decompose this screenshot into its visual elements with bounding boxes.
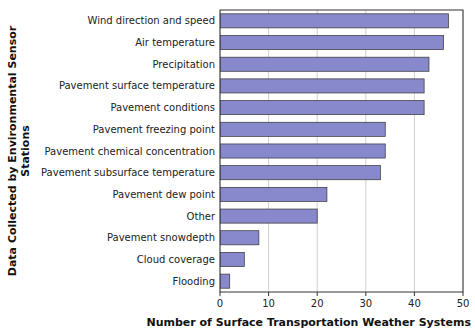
y-tick-label: Wind direction and speed xyxy=(87,15,215,26)
bar xyxy=(220,187,327,201)
y-axis-label: Data Collected by Environmental SensorSt… xyxy=(6,25,32,276)
x-tick-label: 20 xyxy=(311,298,324,309)
grid-line xyxy=(414,10,415,292)
x-tick-label: 10 xyxy=(262,298,275,309)
chart-container: 0 10 20 30 40 50 Flooding Cloud coverage Pavemen… xyxy=(0,0,475,334)
plot-frame xyxy=(220,10,463,292)
x-tick-label: 50 xyxy=(457,298,470,309)
bar xyxy=(220,144,385,158)
y-tick-label: Pavement subsurface temperature xyxy=(41,167,215,178)
bar xyxy=(220,274,230,288)
y-tick-label: Pavement chemical concentration xyxy=(45,146,215,157)
y-tick-label: Pavement surface temperature xyxy=(59,80,215,91)
x-axis-label: Number of Surface Transportation Weather… xyxy=(146,316,471,329)
bar xyxy=(220,166,380,180)
x-axis: 0 10 20 30 40 50 xyxy=(217,292,470,309)
y-tick-label: Air temperature xyxy=(135,37,215,48)
x-tick xyxy=(414,292,415,296)
x-tick-label: 30 xyxy=(359,298,372,309)
y-axis: Flooding Cloud coverage Pavement snowdepth… xyxy=(41,15,216,286)
bar xyxy=(220,79,424,93)
bar xyxy=(220,14,448,28)
y-axis-label-line: Stations xyxy=(19,125,32,177)
x-tick xyxy=(317,292,318,296)
y-axis-label-line: Data Collected by Environmental Sensor xyxy=(6,25,19,276)
y-tick-label: Precipitation xyxy=(152,59,215,70)
x-tick xyxy=(220,292,221,296)
x-tick xyxy=(365,292,366,296)
grid xyxy=(220,10,463,292)
bar xyxy=(220,252,244,266)
y-tick-label: Pavement dew point xyxy=(113,189,216,200)
bar xyxy=(220,101,424,115)
y-tick-label: Pavement conditions xyxy=(110,102,215,113)
bar xyxy=(220,231,259,245)
x-tick xyxy=(268,292,269,296)
y-tick-label: Flooding xyxy=(172,276,215,287)
y-tick-label: Pavement freezing point xyxy=(93,124,215,135)
bar xyxy=(220,57,429,71)
bar xyxy=(220,35,444,49)
bar xyxy=(220,122,385,136)
x-tick-label: 40 xyxy=(408,298,421,309)
y-tick-label: Cloud coverage xyxy=(137,254,215,265)
y-tick-label: Other xyxy=(187,211,216,222)
bars xyxy=(220,14,448,288)
chart-svg: 0 10 20 30 40 50 Flooding Cloud coverage Pavemen… xyxy=(0,0,475,334)
y-tick-label: Pavement snowdepth xyxy=(107,232,215,243)
bar xyxy=(220,209,317,223)
x-tick xyxy=(463,292,464,296)
x-tick-label: 0 xyxy=(217,298,223,309)
